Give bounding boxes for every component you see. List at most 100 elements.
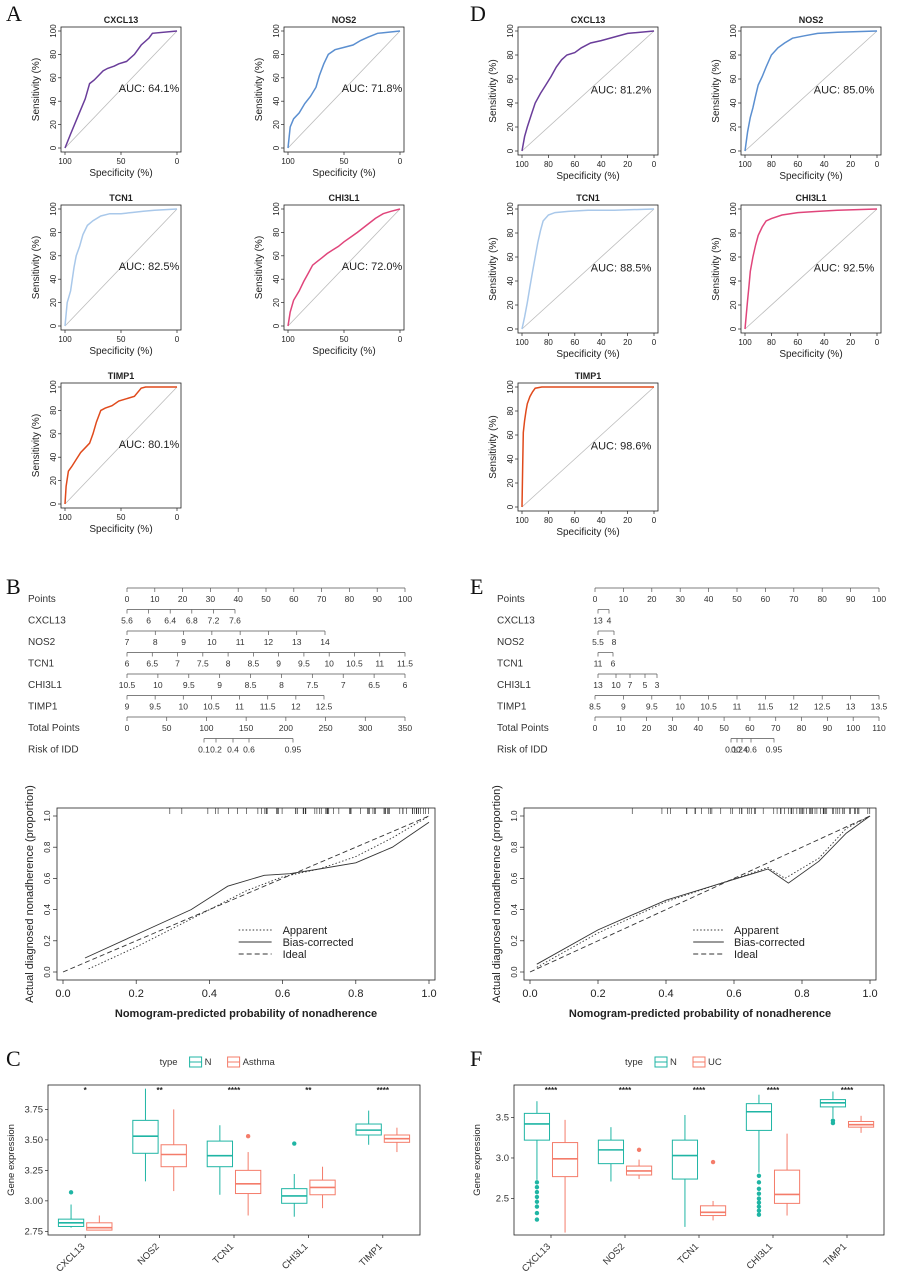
nomogram-tick-label: 100 [199, 723, 213, 733]
roc-xtick-label: 50 [340, 157, 349, 166]
roc-ytick-label: 80 [506, 228, 515, 237]
nomogram-tick-label: 100 [872, 594, 886, 604]
nomogram-tick-label: 6 [611, 659, 616, 669]
calibration-b: 0.0 0.0 0.2 0.2 0.4 0.4 0.6 0.6 0.8 0.8 1.0 1.0 Nomo… [24, 785, 437, 1020]
boxplot-outlier [292, 1141, 297, 1146]
boxplot-significance: **** [619, 1086, 632, 1095]
nomogram-tick-label: 70 [317, 594, 327, 604]
calibration-ytick-label: 0.8 [43, 841, 52, 853]
calibration-xtick-label: 1.0 [421, 988, 436, 1000]
nomogram-tick-label: 0.6 [243, 745, 255, 755]
nomogram-tick-label: 50 [261, 594, 271, 604]
nomogram-tick-label: 10.5 [203, 702, 220, 712]
nomogram-tick-label: 50 [719, 723, 729, 733]
boxplot-legend-title: type [160, 1057, 178, 1068]
roc-ytick-label: 60 [272, 73, 281, 82]
boxplot-outlier [756, 1200, 762, 1205]
nomogram-tick-label: 9 [181, 637, 186, 647]
boxplot-ytick-label: 2.75 [25, 1226, 44, 1237]
calibration-ytick-label: 0.0 [43, 966, 52, 978]
roc-ytick-label: 80 [272, 49, 281, 58]
calibration-legend-label: Ideal [734, 949, 758, 961]
roc-plot-timp1: TIMP1 AUC: 80.1% 0 20 40 60 80 100 Sensitivity (… [31, 371, 182, 535]
roc-xtick-label: 100 [515, 516, 529, 525]
roc-title: TCN1 [576, 193, 600, 203]
boxplot-outlier [636, 1147, 642, 1153]
roc-curve [64, 30, 178, 149]
boxplot-outlier [534, 1184, 540, 1190]
panel-letter-d: D [470, 1, 486, 26]
boxplot-c: 2.75 3.00 3.25 3.50 3.75 Gene expression type N… [6, 1056, 421, 1275]
boxplot-box [551, 1142, 579, 1178]
roc-diagonal [287, 30, 401, 149]
calibration-ytick-label: 0.2 [43, 935, 52, 947]
roc-ytick-label: 20 [49, 476, 58, 485]
roc-auc-label: AUC: 71.8% [342, 83, 403, 95]
boxplot-ytick-label: 3.00 [25, 1196, 44, 1207]
roc-ytick-label: 60 [272, 251, 281, 260]
roc-xtick-label: 100 [58, 157, 72, 166]
boxplot-outlier [756, 1196, 762, 1201]
boxplot-legend-label: Asthma [243, 1057, 276, 1068]
roc-xlabel: Specificity (%) [779, 171, 842, 182]
roc-xtick-label: 100 [58, 513, 72, 522]
nomogram-tick-label: 0.2 [210, 745, 222, 755]
roc-curve [287, 208, 401, 327]
nomogram-tick-label: 13 [292, 637, 302, 647]
nomogram-tick-label: 9 [125, 702, 130, 712]
roc-plot-nos2: NOS2 AUC: 85.0% 0 20 40 60 80 100 Sensitivity (%… [711, 15, 882, 182]
calibration-ytick-label: 1.0 [510, 810, 519, 822]
nomogram-tick-label: 10 [153, 680, 163, 690]
roc-ytick-label: 0 [506, 148, 515, 153]
roc-xlabel: Specificity (%) [89, 346, 152, 357]
roc-frame [740, 26, 882, 156]
nomogram-tick-label: 3 [655, 680, 660, 690]
boxplot-outlier [534, 1180, 540, 1185]
roc-title: CHI3L1 [795, 193, 826, 203]
boxplot-ylabel: Gene expression [472, 1124, 483, 1196]
calibration-ytick-label: 0.4 [43, 903, 52, 915]
nomogram-tick-label: 7.2 [207, 616, 219, 626]
nomogram-tick-label: 150 [239, 723, 253, 733]
calibration-ytick-label: 0.0 [510, 966, 519, 978]
roc-ytick-label: 0 [49, 323, 58, 328]
nomogram-tick-label: 8.5 [589, 702, 601, 712]
roc-xtick-label: 0 [652, 160, 657, 169]
nomogram-tick-label: 30 [668, 723, 678, 733]
roc-auc-label: AUC: 92.5% [814, 262, 875, 274]
roc-ytick-label: 20 [506, 122, 515, 131]
boxplot-outlier [534, 1189, 540, 1195]
panel-letter-c: C [6, 1046, 21, 1071]
calibration-ytick-label: 0.8 [510, 841, 519, 853]
nomogram-tick-label: 11.5 [757, 702, 773, 712]
roc-xtick-label: 40 [597, 338, 606, 347]
nomogram-tick-label: 11.5 [397, 659, 413, 669]
roc-ytick-label: 0 [506, 326, 515, 331]
roc-xtick-label: 80 [544, 516, 553, 525]
calibration-ytick-label: 0.4 [510, 903, 519, 915]
nomogram-row-label: Total Points [497, 723, 549, 734]
boxplot-outlier [245, 1134, 251, 1139]
roc-ytick-label: 20 [272, 298, 281, 307]
nomogram-row-label: Total Points [28, 723, 80, 734]
roc-ytick-label: 100 [506, 24, 515, 38]
nomogram-tick-label: 12 [789, 702, 799, 712]
calibration-legend-label: Bias-corrected [734, 937, 805, 949]
roc-ytick-label: 100 [272, 24, 281, 38]
nomogram-tick-label: 10 [207, 637, 217, 647]
boxplot-f: 2.5 3.0 3.5 Gene expression type N UC CXCL13 ***… [472, 1056, 885, 1275]
calibration-ytick-label: 0.6 [43, 872, 52, 884]
boxplot-outlier [534, 1194, 540, 1200]
calibration-xtick-label: 0.0 [55, 988, 70, 1000]
panel-letter-a: A [6, 1, 22, 26]
roc-ytick-label: 20 [506, 300, 515, 309]
roc-frame [517, 26, 659, 156]
roc-xtick-label: 20 [623, 160, 632, 169]
calibration-bias-line [84, 821, 430, 959]
roc-ytick-label: 40 [506, 276, 515, 285]
roc-xtick-label: 100 [738, 338, 752, 347]
nomogram-tick-label: 20 [642, 723, 652, 733]
nomogram-tick-label: 11.5 [260, 702, 276, 712]
roc-auc-label: AUC: 72.0% [342, 261, 403, 273]
nomogram-row-label: Risk of IDD [497, 745, 548, 756]
